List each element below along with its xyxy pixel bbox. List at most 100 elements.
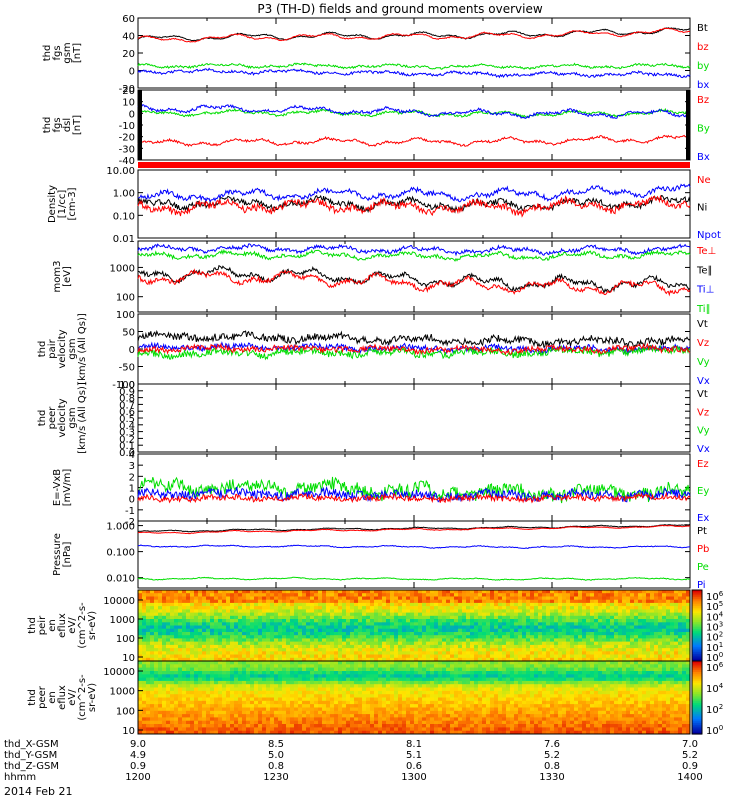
spectrogram-cell [194, 664, 199, 669]
spectrogram-cell [510, 612, 515, 617]
spectrogram-cell [226, 651, 231, 655]
spectrogram-cell [330, 697, 335, 702]
spectrogram-cell [306, 707, 311, 712]
spectrogram-cell [274, 625, 279, 630]
spectrogram-cell [366, 714, 371, 718]
spectrogram-cell [338, 700, 343, 705]
spectrogram-cell [670, 599, 675, 604]
spectrogram-cell [386, 606, 391, 610]
spectrogram-cell [274, 664, 279, 669]
spectrogram-cell [366, 710, 371, 715]
spectrogram-cell [198, 730, 203, 735]
spectrogram-cell [250, 599, 255, 604]
spectrogram-cell [326, 612, 331, 617]
spectrogram-cell [186, 664, 191, 669]
spectrogram-cell [438, 619, 443, 623]
spectrogram-cell [658, 599, 663, 604]
spectrogram-cell [494, 651, 499, 655]
spectrogram-cell [562, 615, 567, 620]
spectrogram-cell [366, 609, 371, 614]
spectrogram-cell [206, 606, 211, 610]
series-Pb [137, 524, 691, 535]
spectrogram-cell [586, 602, 591, 607]
spectrogram-cell [258, 700, 263, 705]
y-tick-label: -2 [125, 517, 135, 528]
spectrogram-cell [254, 717, 259, 722]
spectrogram-cell [418, 651, 423, 655]
spectrogram-cell [238, 661, 243, 665]
spectrogram-cell [238, 714, 243, 718]
spectrogram-cell [374, 602, 379, 607]
spectrogram-cell [214, 619, 219, 623]
spectrogram-cell [318, 651, 323, 655]
spectrogram-cell [294, 677, 299, 682]
spectrogram-cell [206, 661, 211, 665]
spectrogram-cell [474, 593, 479, 597]
spectrogram-cell [566, 657, 571, 662]
spectrogram-cell [166, 664, 171, 669]
spectrogram-cell [154, 720, 159, 725]
spectrogram-cell [142, 596, 147, 601]
spectrogram-cell [182, 654, 187, 659]
spectrogram-cell [406, 590, 411, 594]
spectrogram-cell [378, 724, 383, 728]
spectrogram-cell [342, 667, 347, 672]
spectrogram-cell [366, 651, 371, 655]
spectrogram-cell [398, 632, 403, 636]
spectrogram-cell [562, 612, 567, 617]
spectrogram-cell [350, 710, 355, 715]
spectrogram-cell [254, 714, 259, 718]
spectrogram-cell [390, 714, 395, 718]
spectrogram-cell [526, 628, 531, 633]
spectrogram-cell [398, 661, 403, 665]
spectrogram-cell [546, 596, 551, 601]
spectrogram-cell [658, 615, 663, 620]
spectrogram-cell [378, 622, 383, 626]
spectrogram-cell [410, 654, 415, 659]
spectrogram-cell [222, 641, 227, 646]
spectrogram-cell [234, 622, 239, 626]
spectrogram-cell [234, 700, 239, 705]
spectrogram-cell [398, 677, 403, 682]
spectrogram-cell [390, 602, 395, 607]
spectrogram-cell [150, 644, 155, 649]
spectrogram-cell [162, 720, 167, 725]
spectrogram-cell [390, 724, 395, 728]
spectrogram-cell [254, 619, 259, 623]
spectrogram-cell [610, 641, 615, 646]
spectrogram-cell [138, 717, 143, 722]
spectrogram-cell [258, 651, 263, 655]
spectrogram-cell [166, 714, 171, 718]
spectrogram-cell [594, 609, 599, 614]
spectrogram-cell [302, 667, 307, 672]
spectrogram-cell [334, 690, 339, 695]
spectrogram-cell [462, 625, 467, 630]
spectrogram-cell [578, 632, 583, 636]
spectrogram-cell [366, 697, 371, 702]
spectrogram-cell [158, 644, 163, 649]
spectrogram-cell [470, 641, 475, 646]
spectrogram-cell [158, 599, 163, 604]
spectrogram-cell [466, 619, 471, 623]
spectrogram-cell [194, 590, 199, 594]
spectrogram-cell [210, 674, 215, 679]
spectrogram-cell [630, 606, 635, 610]
y-axis-label-line: thd [42, 117, 53, 134]
spectrogram-cell [374, 687, 379, 692]
spectrogram-cell [170, 609, 175, 614]
spectrogram-cell [214, 644, 219, 649]
spectrogram-cell [434, 615, 439, 620]
spectrogram-cell [518, 596, 523, 601]
spectrogram-cell [386, 680, 391, 685]
spectrogram-cell [242, 593, 247, 597]
spectrogram-cell [282, 596, 287, 601]
spectrogram-cell [386, 704, 391, 708]
spectrogram-cell [402, 599, 407, 604]
spectrogram-cell [306, 687, 311, 692]
spectrogram-cell [190, 727, 195, 732]
spectrogram-cell [502, 615, 507, 620]
spectrogram-cell [206, 625, 211, 630]
spectrogram-cell [322, 684, 327, 688]
spectrogram-cell [418, 599, 423, 604]
spectrogram-cell [390, 644, 395, 649]
